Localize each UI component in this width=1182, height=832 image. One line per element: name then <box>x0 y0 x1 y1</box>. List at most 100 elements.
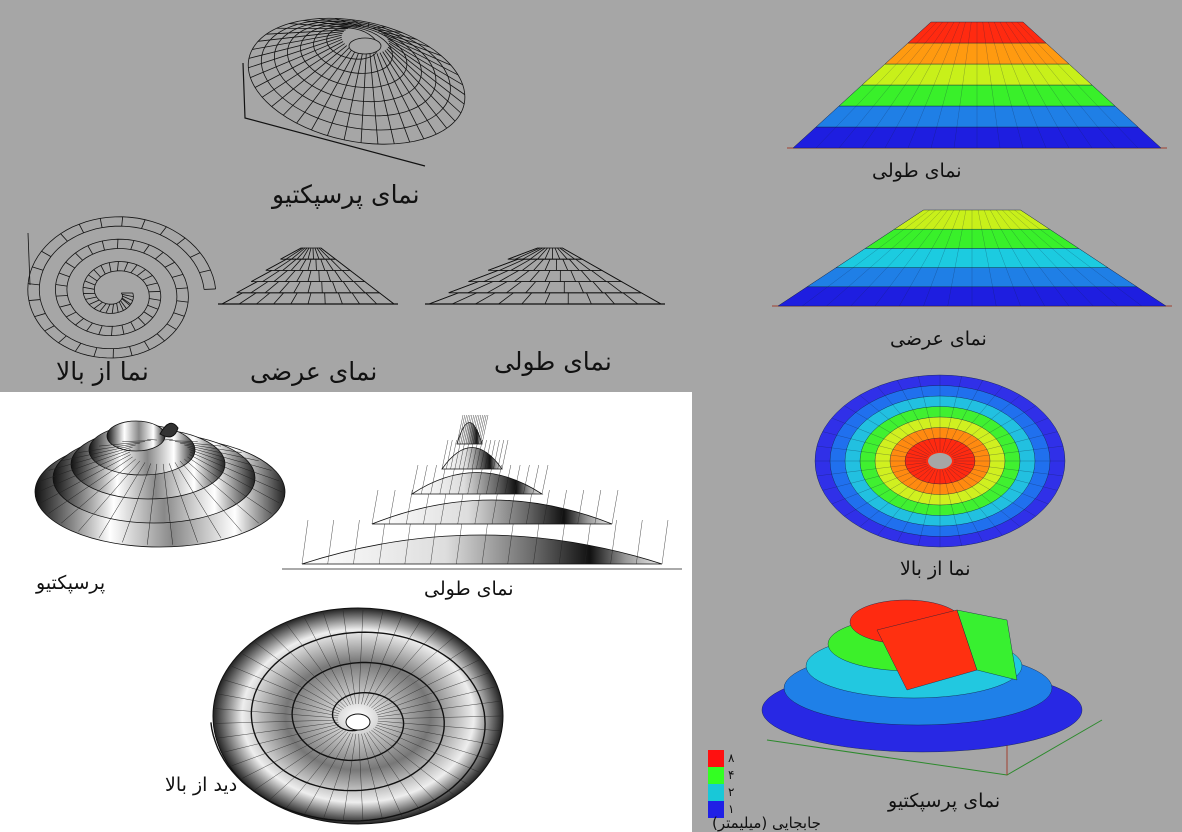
shell-tier <box>441 447 503 470</box>
fem-mesh <box>856 84 877 107</box>
wire-strut <box>44 325 55 332</box>
fem-mesh <box>983 209 992 230</box>
wire-strut <box>120 300 127 309</box>
fem-mesh <box>1078 248 1108 268</box>
fem-mesh <box>994 105 998 128</box>
fem-mesh <box>1028 42 1047 65</box>
wire-strut <box>146 282 158 286</box>
shell-rib <box>363 733 403 817</box>
shell-rib <box>223 723 340 753</box>
shell-rib <box>526 489 533 525</box>
shell-rib <box>543 489 550 525</box>
wire-edge <box>27 232 31 286</box>
wire-strut <box>312 247 314 260</box>
fem-mesh <box>1068 63 1093 86</box>
wire-strut <box>156 333 165 342</box>
wire-tier <box>236 281 381 294</box>
fem-mesh <box>861 126 877 149</box>
legend-swatch-2 <box>708 784 724 801</box>
wire-strut <box>307 259 312 271</box>
shell-rib <box>476 439 483 470</box>
legend-swatch-8 <box>708 750 724 767</box>
wire-strut <box>330 258 342 271</box>
fem-mesh <box>954 248 959 268</box>
wire-strut <box>144 341 150 350</box>
fem-mesh <box>1095 286 1118 307</box>
wire-strut <box>379 52 425 140</box>
wire-strut <box>289 23 351 29</box>
fem-mesh <box>933 209 948 230</box>
wire-strut <box>324 292 326 305</box>
fem-mid-zone <box>956 609 1018 681</box>
fem-mesh <box>1034 84 1047 107</box>
shell-rib <box>388 489 396 525</box>
shell-tier <box>301 534 663 565</box>
fem-mesh <box>918 376 938 453</box>
fem-mesh <box>994 42 1001 65</box>
wire-strut <box>580 270 592 282</box>
fem-mesh <box>878 229 905 249</box>
fem-mesh <box>827 267 854 287</box>
fem-mesh <box>930 267 939 287</box>
fem-mesh <box>1002 209 1021 230</box>
shell-rib <box>467 464 474 495</box>
wire-strut <box>529 247 546 260</box>
wire-strut <box>318 18 358 27</box>
fem-mesh <box>931 229 944 249</box>
fem-mesh <box>1054 286 1070 307</box>
wire-strut <box>387 46 462 114</box>
wireframe-long-view-figure <box>425 247 665 305</box>
fem-mesh <box>777 286 808 307</box>
wire-strut <box>302 247 310 260</box>
fem-mesh <box>907 42 926 65</box>
fem-mesh <box>962 63 966 86</box>
shell-spiral <box>210 631 486 822</box>
shell-rib <box>471 439 479 470</box>
shell-rib <box>98 462 146 539</box>
fem-mesh <box>919 63 932 86</box>
fem-mesh <box>1137 126 1162 149</box>
wire-strut <box>143 244 150 254</box>
shell-rib <box>594 489 602 525</box>
legend-swatch-1 <box>708 801 724 818</box>
wire-strut <box>307 270 312 282</box>
wireframe-top-view-figure <box>27 216 216 359</box>
wire-strut <box>343 52 363 140</box>
fem-perspective-caption: نمای پرسپکتیو <box>888 790 1001 812</box>
wire-strut <box>544 292 551 305</box>
wireframe-cross-caption: نمای عرضی <box>250 357 378 386</box>
shell-rib <box>454 439 462 470</box>
shell-rib <box>286 731 349 808</box>
shell-rib <box>146 463 158 545</box>
shell-rib <box>218 693 339 717</box>
fem-mesh <box>1057 126 1070 149</box>
wire-strut <box>375 29 402 33</box>
shell-rib <box>218 721 339 739</box>
shell-rib <box>513 464 521 495</box>
wire-strut <box>254 41 344 88</box>
wire-strut <box>320 259 326 271</box>
shell-rib <box>462 414 469 445</box>
wire-strut <box>84 280 96 286</box>
wire-strut <box>258 31 344 42</box>
shell-rib <box>269 632 346 708</box>
wire-strut <box>522 247 543 260</box>
wire-strut <box>83 286 95 290</box>
wire-strut <box>238 292 257 305</box>
shell-rib <box>269 730 346 800</box>
fem-mesh <box>861 63 886 86</box>
wire-strut <box>303 19 354 28</box>
fem-mesh <box>896 105 909 128</box>
shell-rib <box>366 620 421 706</box>
shell-rib <box>40 454 131 504</box>
wire-strut <box>367 22 370 28</box>
shell-rib <box>361 611 384 705</box>
wire-strut <box>320 247 336 260</box>
fem-mesh <box>944 380 983 453</box>
fem-mesh <box>946 386 1003 454</box>
shell-rib <box>458 414 465 445</box>
wire-strut <box>296 48 353 124</box>
shell-rib <box>533 519 540 565</box>
wire-strut <box>506 281 522 294</box>
fem-mesh <box>953 463 1058 491</box>
